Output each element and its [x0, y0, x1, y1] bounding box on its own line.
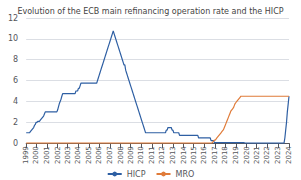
svg-text:2005: 2005	[85, 146, 93, 164]
svg-text:2016: 2016	[200, 146, 208, 164]
svg-text:4: 4	[13, 97, 18, 106]
svg-text:6: 6	[13, 76, 18, 85]
svg-text:2002: 2002	[54, 146, 62, 164]
svg-text:2: 2	[13, 118, 18, 127]
svg-text:10: 10	[8, 34, 18, 43]
svg-text:2012: 2012	[158, 146, 166, 164]
svg-text:2015: 2015	[190, 146, 198, 164]
svg-text:2024: 2024	[285, 146, 293, 164]
svg-text:2013: 2013	[169, 146, 177, 164]
svg-text:2011: 2011	[148, 146, 156, 164]
svg-text:2001: 2001	[43, 146, 51, 164]
svg-text:MRO: MRO	[176, 170, 195, 179]
svg-text:2017: 2017	[211, 146, 219, 164]
svg-text:2007: 2007	[106, 146, 114, 164]
svg-text:2008: 2008	[117, 146, 125, 164]
svg-text:HICP: HICP	[127, 170, 146, 179]
svg-text:0: 0	[13, 139, 18, 148]
svg-text:12: 12	[8, 13, 19, 23]
svg-text:2020: 2020	[243, 146, 251, 164]
svg-text:2010: 2010	[137, 146, 145, 164]
svg-text:2009: 2009	[127, 146, 135, 164]
svg-text:2000: 2000	[32, 146, 40, 164]
svg-text:2018: 2018	[221, 146, 229, 164]
svg-text:2021: 2021	[253, 146, 261, 164]
svg-text:Evolution of the ECB main refi: Evolution of the ECB main refinancing op…	[17, 7, 283, 16]
svg-text:2003: 2003	[64, 146, 72, 164]
svg-text:2023: 2023	[274, 146, 282, 164]
svg-text:2019: 2019	[232, 146, 240, 164]
svg-text:2006: 2006	[95, 146, 103, 164]
svg-text:8: 8	[13, 55, 18, 64]
svg-text:2004: 2004	[74, 146, 82, 164]
svg-text:1999: 1999	[22, 146, 30, 164]
svg-text:2022: 2022	[263, 146, 271, 164]
svg-text:2014: 2014	[180, 146, 188, 164]
